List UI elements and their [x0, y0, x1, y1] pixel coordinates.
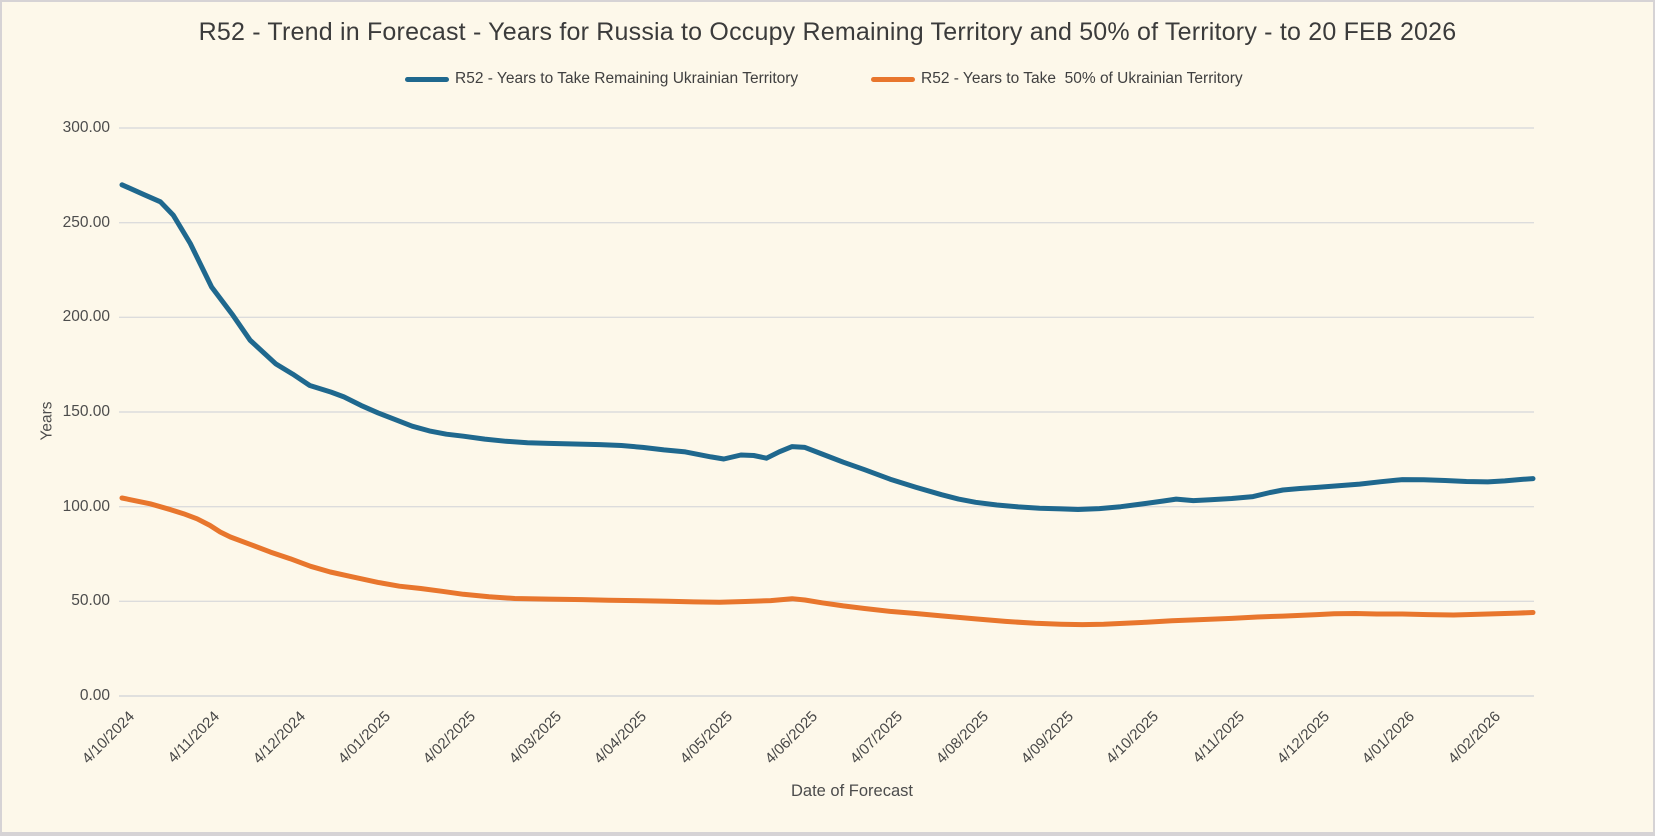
chart-title: R52 - Trend in Forecast - Years for Russ…: [198, 18, 1457, 46]
x-axis-title: Date of Forecast: [791, 782, 913, 800]
legend-swatch-remaining-icon: [405, 76, 449, 82]
legend-entry-half: R52 - Years to Take 50% of Ukrainian Ter…: [871, 68, 1243, 90]
legend-entry-remaining: R52 - Years to Take Remaining Ukrainian …: [405, 68, 798, 90]
gridlines: [119, 127, 1534, 697]
y-tick-label: 100.00: [62, 497, 110, 515]
series-remaining-line: [119, 182, 1536, 512]
legend-swatch-half-icon: [871, 76, 915, 82]
series-lines: [119, 182, 1536, 628]
series-half-line: [119, 495, 1536, 628]
y-axis-title: Years: [38, 401, 56, 441]
y-tick-label: 250.00: [62, 213, 110, 231]
legend-label-half: R52 - Years to Take 50% of Ukrainian Ter…: [921, 70, 1243, 87]
legend-label-remaining: R52 - Years to Take Remaining Ukrainian …: [455, 70, 799, 87]
y-tick-label: 0.00: [79, 687, 110, 704]
y-tick-label: 200.00: [62, 308, 110, 326]
y-tick-label: 150.00: [62, 403, 110, 420]
y-tick-label: 50.00: [71, 592, 110, 610]
y-tick-label: 300.00: [62, 119, 110, 136]
